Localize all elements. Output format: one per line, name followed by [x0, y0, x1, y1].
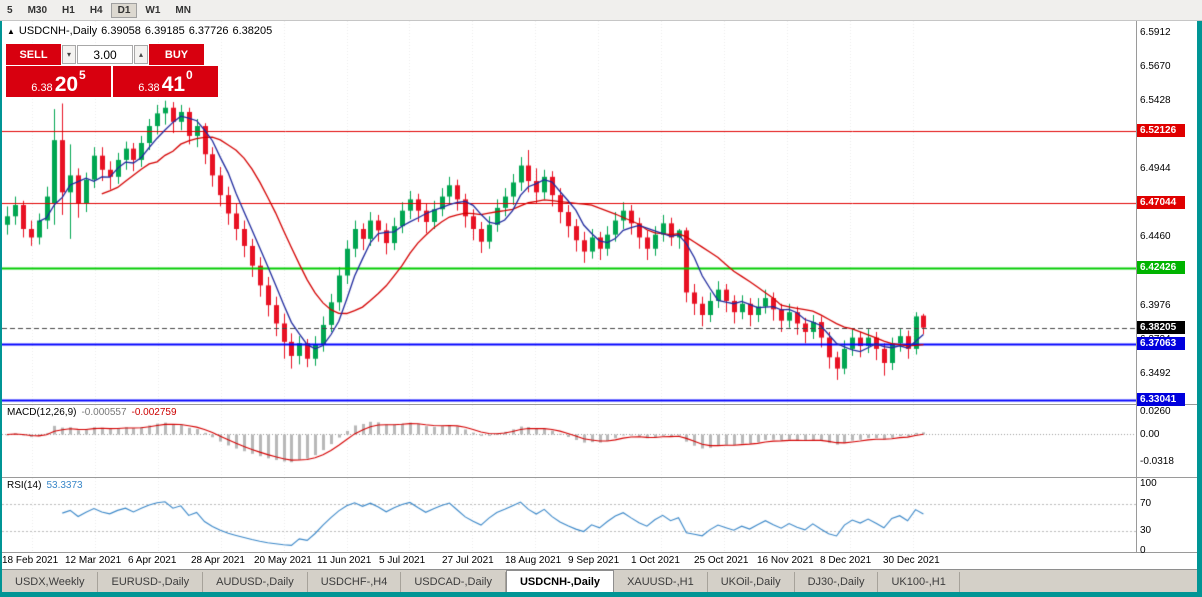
chart-tab-usdchf-h4[interactable]: USDCHF-,H4 [308, 572, 402, 592]
ohlc-high: 6.39185 [144, 25, 185, 37]
axis-separator [1136, 21, 1137, 552]
price-tick-label: 6.4944 [1140, 163, 1171, 175]
chart-tabs-bar: USDX,Weekly EURUSD-,Daily AUDUSD-,Daily USD… [0, 569, 1197, 592]
trade-price-tiles: 6.38 20 5 6.38 41 0 [6, 66, 220, 97]
date-label: 20 May 2021 [254, 555, 312, 566]
price-tick-label: 6.5670 [1140, 60, 1171, 72]
date-label: 25 Oct 2021 [694, 555, 749, 566]
rsi-axis-label: 100 [1140, 478, 1157, 489]
timeframe-button-h1[interactable]: H1 [62, 4, 75, 16]
timeframe-button-mn[interactable]: MN [175, 4, 191, 16]
price-axis: 6.59126.56706.54286.51866.49446.47026.44… [1137, 21, 1197, 561]
buy-price-big: 41 [161, 73, 186, 96]
panel-separator [0, 552, 1197, 553]
rsi-indicator-label: RSI(14) 53.3373 [7, 480, 83, 491]
sell-price-sup: 5 [79, 68, 86, 82]
macd-indicator-label: MACD(12,26,9) -0.000557 -0.002759 [7, 407, 182, 418]
window-border-bottom [0, 592, 1202, 597]
macd-name: MACD(12,26,9) [7, 407, 77, 418]
price-badge: 6.52126 [1137, 124, 1185, 138]
timeframe-button-w1[interactable]: W1 [145, 4, 161, 16]
one-click-trading-panel: SELL ▾ ▴ BUY 6.38 20 5 6.38 41 0 [6, 44, 220, 97]
timeframe-button-m30[interactable]: M30 [27, 4, 48, 16]
chart-tab-ukoil-daily[interactable]: UKOil-,Daily [708, 572, 795, 592]
timeframe-button-h4[interactable]: H4 [89, 4, 103, 16]
sell-button[interactable]: SELL [6, 44, 61, 65]
trade-controls-row: SELL ▾ ▴ BUY [6, 44, 220, 65]
rsi-axis-label: 0 [1140, 544, 1146, 556]
panel-separator [0, 477, 1197, 478]
volume-input[interactable] [77, 45, 133, 64]
buy-price-tile[interactable]: 6.38 41 0 [113, 66, 218, 97]
date-label: 18 Feb 2021 [2, 555, 59, 566]
sell-price-tile[interactable]: 6.38 20 5 [6, 66, 111, 97]
macd-panel-canvas[interactable] [2, 405, 1136, 477]
date-label: 5 Jul 2021 [379, 555, 426, 566]
date-label: 11 Jun 2021 [317, 555, 372, 566]
chart-tab-usdcad-daily[interactable]: USDCAD-,Daily [401, 572, 506, 592]
volume-decrease-button[interactable]: ▾ [62, 45, 76, 64]
timeframe-button-d1[interactable]: D1 [110, 2, 138, 18]
price-tick-label: 6.3492 [1140, 367, 1171, 379]
date-label: 1 Oct 2021 [631, 555, 680, 566]
window-border-right [1197, 21, 1202, 597]
window-border-left [0, 21, 2, 597]
price-badge: 6.38205 [1137, 320, 1185, 334]
rsi-value: 53.3373 [46, 480, 83, 491]
price-tick-label: 6.5428 [1140, 94, 1171, 106]
date-axis: 18 Feb 2021 12 Mar 2021 6 Apr 2021 28 Apr 2… [2, 553, 1162, 569]
macd-axis-label: -0.0318 [1140, 456, 1174, 467]
chart-marker-icon: ▲ [7, 27, 15, 36]
ohlc-close: 6.38205 [232, 25, 273, 37]
sell-price-big: 20 [54, 73, 79, 96]
rsi-name: RSI(14) [7, 480, 42, 491]
date-label: 12 Mar 2021 [65, 555, 122, 566]
buy-price-base: 6.38 [138, 82, 160, 94]
date-label: 30 Dec 2021 [883, 555, 940, 566]
date-label: 27 Jul 2021 [442, 555, 494, 566]
ohlc-open: 6.39058 [101, 25, 141, 37]
price-badge: 6.37063 [1137, 336, 1185, 350]
chart-tab-dj30-daily[interactable]: DJ30-,Daily [795, 572, 879, 592]
price-tick-label: 6.4460 [1140, 231, 1171, 243]
rsi-panel-canvas[interactable] [2, 478, 1136, 551]
macd-signal-value: -0.002759 [131, 407, 177, 418]
rsi-axis-label: 30 [1140, 524, 1152, 536]
macd-main-value: -0.000557 [81, 407, 127, 418]
sell-price-base: 6.38 [31, 82, 53, 94]
chart-symbol-label: USDCNH-,Daily [18, 25, 98, 37]
rsi-axis-label: 70 [1140, 497, 1152, 509]
chart-tab-usdx-weekly[interactable]: USDX,Weekly [2, 572, 99, 592]
buy-price-sup: 0 [186, 68, 193, 82]
timeframe-toolbar: 5 M30 H1 H4 D1 W1 MN [0, 0, 1202, 21]
chart-tab-audusd-daily[interactable]: AUDUSD-,Daily [203, 572, 308, 592]
volume-increase-button[interactable]: ▴ [134, 45, 148, 64]
chart-title: ▲ USDCNH-,Daily 6.39058 6.39185 6.37726 6.382… [7, 25, 276, 37]
price-badge: 6.42426 [1137, 261, 1185, 275]
price-tick-label: 6.3976 [1140, 299, 1171, 311]
chart-tab-xauusd-h1[interactable]: XAUUSD-,H1 [614, 572, 708, 592]
price-badge: 6.47044 [1137, 195, 1185, 209]
panel-separator [0, 404, 1197, 405]
price-badge: 6.33041 [1137, 393, 1185, 407]
chart-tab-uk100-h1[interactable]: UK100-,H1 [878, 572, 960, 592]
chart-tab-eurusd-daily[interactable]: EURUSD-,Daily [98, 572, 204, 592]
macd-axis-label: 0.00 [1140, 428, 1160, 440]
date-label: 6 Apr 2021 [128, 555, 177, 566]
chart-tab-usdcnh-daily[interactable]: USDCNH-,Daily [505, 570, 615, 592]
price-tick-label: 6.5912 [1140, 26, 1171, 38]
date-label: 9 Sep 2021 [568, 555, 620, 566]
macd-axis-label: 0.0260 [1140, 406, 1171, 417]
timeframe-button-5[interactable]: 5 [7, 4, 13, 16]
buy-button[interactable]: BUY [149, 44, 204, 65]
date-label: 16 Nov 2021 [757, 555, 814, 566]
date-label: 8 Dec 2021 [820, 555, 872, 566]
ohlc-low: 6.37726 [188, 25, 229, 37]
date-label: 18 Aug 2021 [505, 555, 562, 566]
date-label: 28 Apr 2021 [191, 555, 245, 566]
